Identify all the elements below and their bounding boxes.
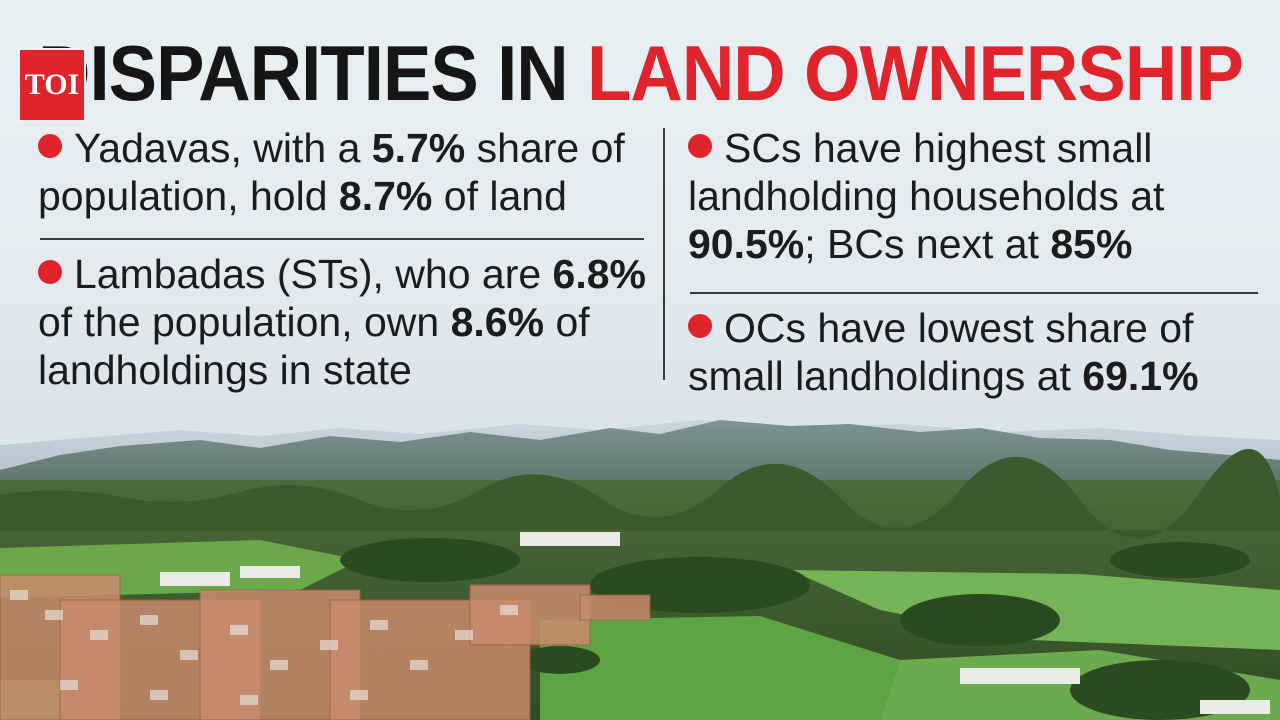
highlight-value: 8.7% <box>338 173 433 219</box>
roof-pattern <box>10 590 518 705</box>
divider-left <box>40 238 644 240</box>
bullet-dot-icon <box>688 134 712 158</box>
headline-part-1: DISPARITIES IN <box>38 29 569 117</box>
text-segment: of land <box>432 173 567 219</box>
highlight-value: 85% <box>1050 221 1133 267</box>
text-segment: Lambadas (STs), who are <box>74 251 553 297</box>
tree-line <box>0 448 1280 539</box>
highlight-value: 5.7% <box>371 125 466 171</box>
text-segment: OCs have lowest share of small landholdi… <box>688 305 1194 399</box>
green-field-center <box>540 616 900 720</box>
text-segment: ; BCs next at <box>804 221 1051 267</box>
bullet-yadavas: Yadavas, with a 5.7% share of population… <box>38 124 658 220</box>
highlight-value: 6.8% <box>552 251 646 297</box>
text-segment: of landholdings in state <box>38 299 590 393</box>
divider-right <box>690 292 1258 294</box>
bullet-ocs: OCs have lowest share of small landholdi… <box>688 304 1268 400</box>
highlight-value: 69.1% <box>1082 353 1199 399</box>
text-segment: Yadavas, with a <box>74 125 372 171</box>
text-segment: share of population, hold <box>38 125 625 219</box>
mountain-range <box>0 420 1280 490</box>
text-segment: of the population, own <box>38 299 451 345</box>
highlight-value: 8.6% <box>450 299 545 345</box>
toi-logo: TOI <box>20 50 84 120</box>
buildings <box>160 532 1270 714</box>
divider-vertical <box>663 128 665 380</box>
village-houses <box>0 574 651 720</box>
bullet-lambadas: Lambadas (STs), who are 6.8% of the popu… <box>38 250 658 394</box>
bullet-scs: SCs have highest small landholding house… <box>688 124 1268 268</box>
bullet-dot-icon <box>38 134 62 158</box>
headline-part-2: LAND OWNERSHIP <box>586 29 1244 117</box>
bullet-dot-icon <box>688 314 712 338</box>
bullet-dot-icon <box>38 260 62 284</box>
highlight-value: 90.5% <box>688 221 805 267</box>
headline: DISPARITIES IN LAND OWNERSHIP <box>38 28 1244 118</box>
sky-background <box>0 0 1280 440</box>
text-segment: SCs have highest small landholding house… <box>688 125 1165 219</box>
